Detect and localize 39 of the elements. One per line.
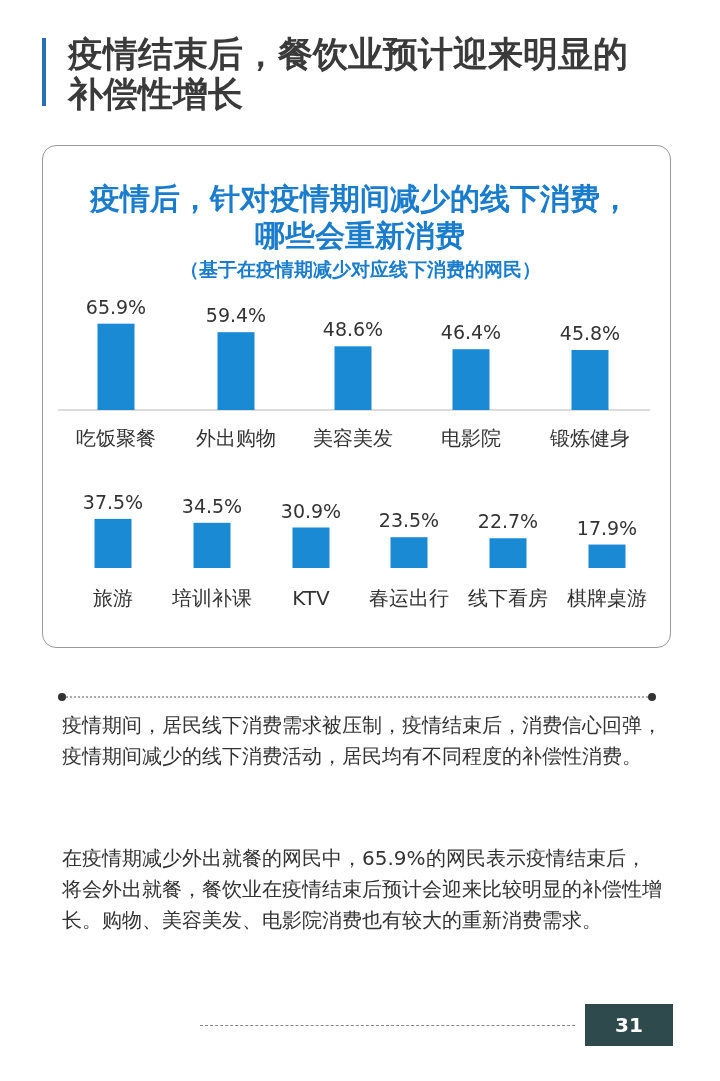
x-tick-label: 旅游 (93, 586, 133, 610)
text: 疫情结束后，餐饮业预计迎来明显的补偿性增长 (68, 34, 629, 114)
text: 疫情期间，居民线下消费需求被压制，疫情结束后，消费信心回弹，疫情期间减少的线下消费活动，居民均有不同程度的补偿性消费。 (62, 712, 663, 770)
data-label: 48.6% (322, 318, 384, 341)
x-tick-label: 锻炼健身 (549, 426, 630, 450)
text: 31 (585, 1004, 673, 1046)
data-label: 45.8% (559, 322, 621, 344)
bar (390, 537, 428, 568)
data-label: 22.7% (477, 510, 539, 533)
x-tick-label: 棋牌桌游 (567, 586, 647, 610)
data-label: 23.5% (378, 509, 440, 532)
x-tick-label: KTV (292, 586, 331, 610)
x-tick-label: 吃饭聚餐 (76, 426, 156, 450)
bar (588, 544, 626, 568)
bar (452, 349, 490, 410)
bar (193, 522, 231, 568)
data-label: 17.9% (576, 516, 638, 539)
bar (292, 527, 330, 568)
data-label: 46.4% (440, 321, 502, 344)
chart-title: 疫情后，针对疫情期间减少的线下消费，哪些会重新消费 (88, 180, 631, 254)
bar (334, 346, 372, 410)
x-tick-label: 线下看房 (468, 586, 548, 610)
bar (571, 350, 609, 410)
data-label: 30.9% (280, 499, 342, 522)
bar (97, 323, 135, 410)
data-label: 34.5% (181, 494, 243, 517)
bar (94, 518, 132, 568)
data-label: 59.4% (205, 304, 267, 327)
data-label: 65.9% (85, 295, 147, 318)
data-label: 37.5% (82, 490, 144, 513)
bar (489, 538, 527, 568)
chart-subtitle: （基于在疫情期减少对应线下消费的网民） (178, 257, 542, 282)
x-tick-label: 外出购物 (196, 426, 276, 450)
x-tick-label: 培训补课 (171, 586, 252, 610)
x-tick-label: 春运出行 (369, 586, 449, 610)
text: 在疫情期减少外出就餐的网民中，65.9%的网民表示疫情结束后，将会外出就餐，餐饮业在疫情结束后预计会迎来比较明显的补偿性增长。购物、美容美发、电影院消费也有较大的重新消费需求。 (62, 845, 663, 934)
x-tick-label: 美容美发 (313, 426, 393, 450)
x-tick-label: 电影院 (441, 426, 501, 450)
bar (217, 332, 255, 410)
